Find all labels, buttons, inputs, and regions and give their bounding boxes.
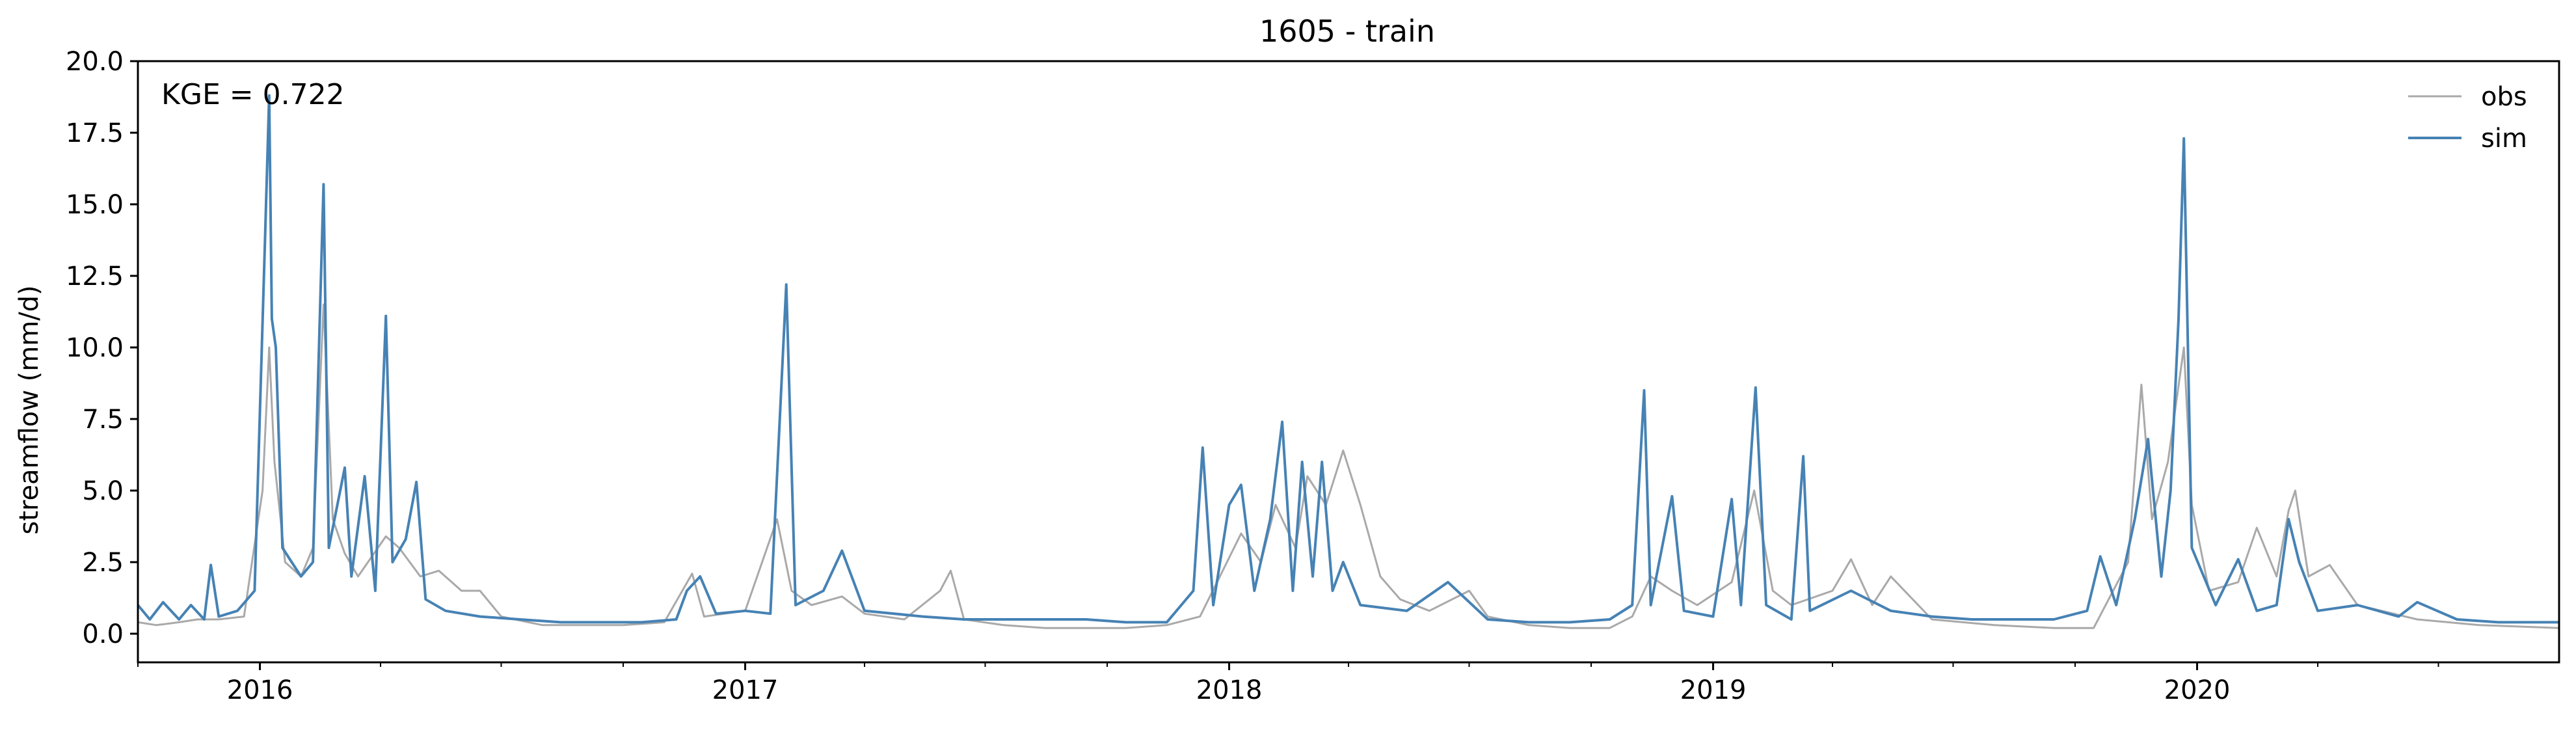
series-layer	[138, 94, 2559, 629]
x-tick-label: 2018	[1196, 675, 1263, 705]
series-line-sim	[138, 94, 2559, 624]
x-tick-label: 2020	[2164, 675, 2231, 705]
x-axis-ticks: 2016 2017 2018 2019 2020	[137, 662, 2439, 705]
y-axis-ticks: 0.0 2.5 5.0 7.5 10.0 12.5 15.0 17.5 20.0	[66, 47, 138, 649]
y-tick-label: 2.5	[82, 548, 124, 578]
y-tick-label: 5.0	[82, 476, 124, 506]
legend-label-sim: sim	[2481, 124, 2527, 154]
chart-title: 1605 - train	[1259, 14, 1435, 49]
y-tick-label: 12.5	[66, 262, 124, 291]
y-tick-label: 15.0	[66, 190, 124, 220]
y-tick-label: 7.5	[82, 405, 124, 435]
plot-area	[138, 94, 2559, 629]
x-tick-label: 2019	[1680, 675, 1747, 705]
y-tick-label: 20.0	[66, 47, 124, 77]
x-tick-label: 2016	[227, 675, 293, 705]
legend-label-obs: obs	[2481, 82, 2527, 112]
kge-annotation: KGE = 0.722	[161, 78, 345, 111]
legend: obs sim	[2408, 82, 2527, 154]
x-tick-label: 2017	[712, 675, 779, 705]
y-tick-label: 17.5	[66, 118, 124, 148]
y-tick-label: 10.0	[66, 333, 124, 363]
y-axis-label: streamflow (mm/d)	[14, 285, 44, 534]
y-tick-label: 0.0	[82, 619, 124, 649]
